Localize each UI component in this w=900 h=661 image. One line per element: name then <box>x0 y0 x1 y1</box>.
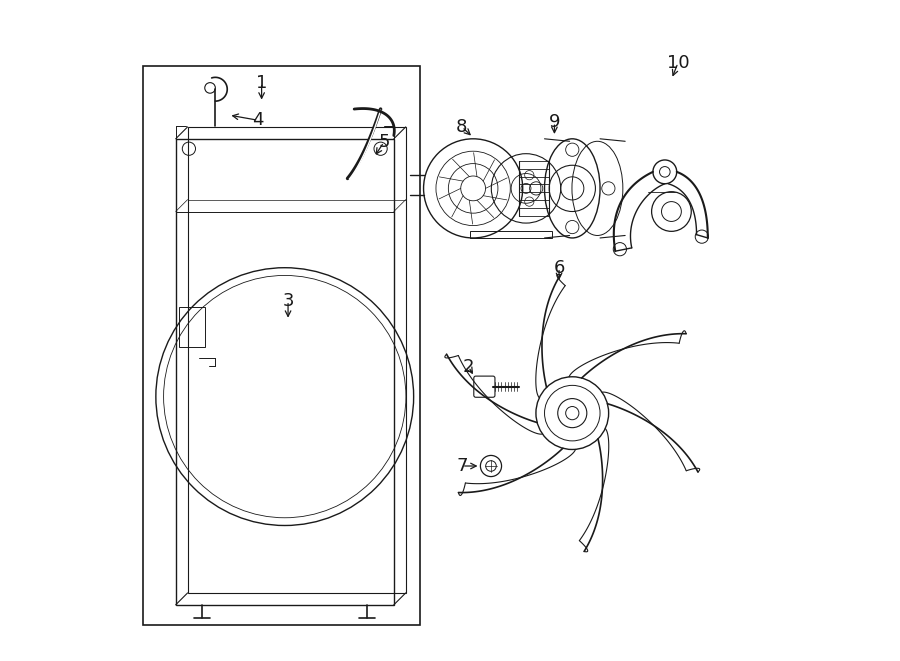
Text: 8: 8 <box>456 118 468 136</box>
Text: 10: 10 <box>667 54 689 72</box>
Text: 9: 9 <box>549 113 560 132</box>
Bar <box>176 139 394 605</box>
Bar <box>142 66 420 625</box>
Bar <box>179 307 205 347</box>
Text: 1: 1 <box>256 73 267 92</box>
Text: 3: 3 <box>283 292 293 310</box>
Text: 6: 6 <box>554 258 565 277</box>
Text: 4: 4 <box>253 111 264 130</box>
Bar <box>187 127 406 593</box>
Text: 5: 5 <box>378 133 390 151</box>
Text: 7: 7 <box>456 457 468 475</box>
Text: 2: 2 <box>463 358 474 376</box>
